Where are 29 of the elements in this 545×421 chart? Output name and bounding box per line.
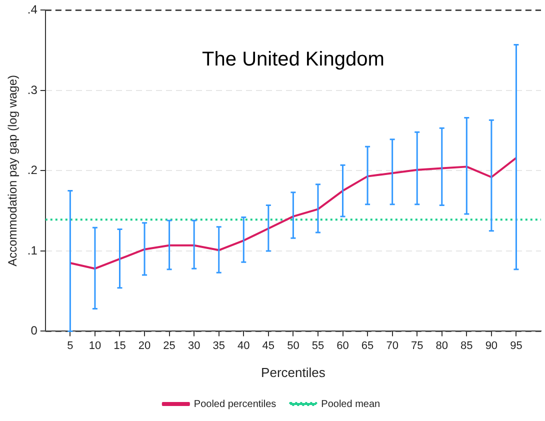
x-tick-label: 90 — [485, 340, 498, 352]
x-tick-label: 75 — [410, 340, 424, 352]
x-axis-title: Percentiles — [261, 364, 326, 380]
y-tick-label: .1 — [27, 243, 38, 258]
y-tick-label: 0 — [30, 324, 38, 338]
y-tick-label: .2 — [27, 163, 38, 178]
x-tick-label: 80 — [436, 340, 448, 352]
x-tick-label: 85 — [460, 340, 473, 352]
x-tick-label: 5 — [67, 340, 74, 352]
x-tick-label: 45 — [262, 340, 275, 352]
legend-label: Pooled percentiles — [194, 398, 276, 410]
x-tick-label: 95 — [510, 340, 522, 352]
x-tick-label: 40 — [238, 340, 250, 352]
y-axis-title: Accommodation pay gap (log wage) — [6, 74, 20, 266]
x-tick-label: 70 — [386, 340, 398, 352]
x-tick-label: 35 — [212, 340, 225, 352]
x-tick-label: 60 — [336, 340, 349, 352]
y-tick-label: .4 — [27, 2, 38, 17]
x-tick-label: 65 — [361, 340, 374, 352]
legend-label: Pooled mean — [321, 398, 380, 410]
x-tick-label: 55 — [312, 340, 324, 352]
y-tick-label: .3 — [27, 82, 38, 97]
x-tick-label: 25 — [163, 340, 176, 352]
x-tick-label: 15 — [114, 340, 126, 352]
x-tick-label: 50 — [287, 340, 300, 352]
text: The United Kingdom — [202, 48, 384, 71]
x-tick-label: 10 — [88, 340, 102, 352]
x-tick-label: 30 — [188, 340, 200, 352]
x-tick-label: 20 — [138, 340, 151, 352]
